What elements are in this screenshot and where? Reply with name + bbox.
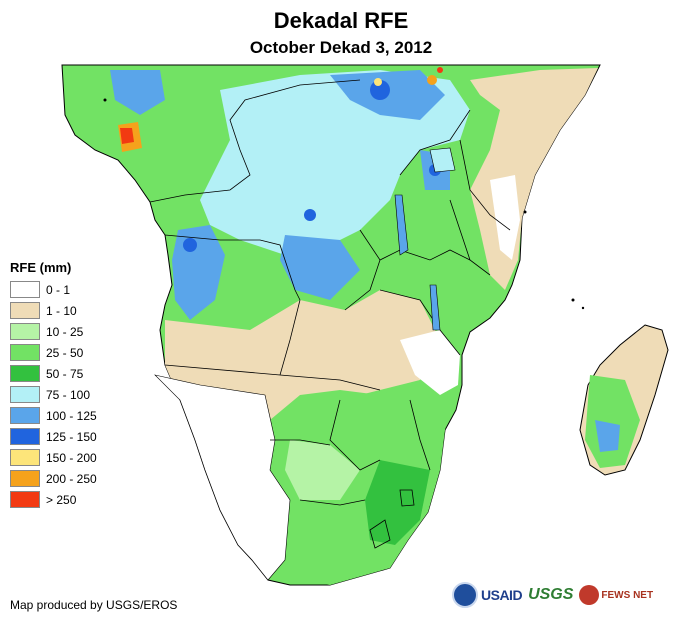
legend-item: 10 - 25 [10, 321, 97, 342]
usaid-logo: USAID [452, 582, 523, 608]
region-southwest-dry [154, 374, 291, 581]
lake-tanganyika [394, 194, 409, 256]
region-central-blue [280, 235, 360, 300]
island [581, 306, 585, 310]
legend-item: 200 - 250 [10, 468, 97, 489]
region-heavy-rain-north [427, 75, 437, 85]
legend-item: > 250 [10, 489, 97, 510]
legend-item: 150 - 200 [10, 447, 97, 468]
region-extreme-rain-west [120, 128, 134, 144]
legend-label: 200 - 250 [46, 471, 97, 486]
legend-swatch [10, 428, 40, 445]
legend-item: 25 - 50 [10, 342, 97, 363]
region-dark-blue-spot [304, 209, 316, 221]
region-coast-blue [110, 70, 165, 115]
region-mozambique-dry [400, 330, 460, 395]
legend-swatch [10, 344, 40, 361]
island [523, 210, 527, 214]
legend-title: RFE (mm) [10, 260, 72, 275]
legend-label: 50 - 75 [46, 366, 84, 381]
fews-net-logo-text: FEWS NET [601, 589, 654, 601]
legend-label: > 250 [46, 492, 77, 507]
region-heavy-rain-north [437, 67, 443, 73]
legend-label: 125 - 150 [46, 429, 97, 444]
legend-label: 75 - 100 [46, 387, 91, 402]
country-borders [149, 79, 511, 549]
lake-malawi [429, 284, 441, 331]
madagascar-rain [585, 375, 640, 468]
legend-swatch [10, 491, 40, 508]
legend-swatch [10, 302, 40, 319]
legend-swatch [10, 470, 40, 487]
island [571, 298, 575, 302]
region-somalia-dry [490, 175, 520, 260]
usaid-seal-icon [452, 582, 478, 608]
region-southeast-green [285, 380, 450, 585]
map-subtitle: October Dekad 3, 2012 [249, 38, 433, 57]
legend-item: 0 - 1 [10, 279, 97, 300]
map-title: Dekadal RFE [273, 8, 409, 33]
madagascar-blue [595, 420, 620, 452]
legend-label: 25 - 50 [46, 345, 84, 360]
island [103, 98, 107, 102]
lake-victoria [429, 147, 456, 173]
logo-strip: USAID USGS FEWS NET [452, 582, 653, 608]
legend-swatch [10, 449, 40, 466]
legend-rows: 0 - 1 1 - 10 10 - 25 25 - 50 50 - 75 75 - 100… [10, 279, 97, 510]
fews-net-mark-icon [579, 585, 600, 605]
legend-label: 150 - 200 [46, 450, 97, 465]
region-coast-dark-green [365, 460, 430, 545]
usgs-logo: USGS [528, 586, 574, 603]
legend-label: 0 - 1 [46, 282, 71, 297]
legend-item: 50 - 75 [10, 363, 97, 384]
legend-swatch [10, 281, 40, 298]
usaid-logo-text: USAID [481, 587, 523, 603]
legend: RFE (mm) 0 - 1 1 - 10 10 - 25 25 - 50 50 - 7… [10, 260, 97, 510]
fews-net-logo: FEWS NET [579, 585, 653, 605]
legend-label: 100 - 125 [46, 408, 97, 423]
map-credit: Map produced by USGS/EROS [10, 598, 178, 612]
legend-item: 100 - 125 [10, 405, 97, 426]
region-southeast-light [285, 440, 360, 500]
legend-swatch [10, 407, 40, 424]
region-dark-blue-spot [183, 238, 197, 252]
legend-label: 10 - 25 [46, 324, 84, 339]
legend-item: 125 - 150 [10, 426, 97, 447]
legend-swatch [10, 386, 40, 403]
region-dark-blue-spot [370, 80, 390, 100]
legend-label: 1 - 10 [46, 303, 77, 318]
region-heavy-rain-north [374, 78, 382, 86]
legend-swatch [10, 365, 40, 382]
legend-item: 75 - 100 [10, 384, 97, 405]
legend-swatch [10, 323, 40, 340]
legend-item: 1 - 10 [10, 300, 97, 321]
